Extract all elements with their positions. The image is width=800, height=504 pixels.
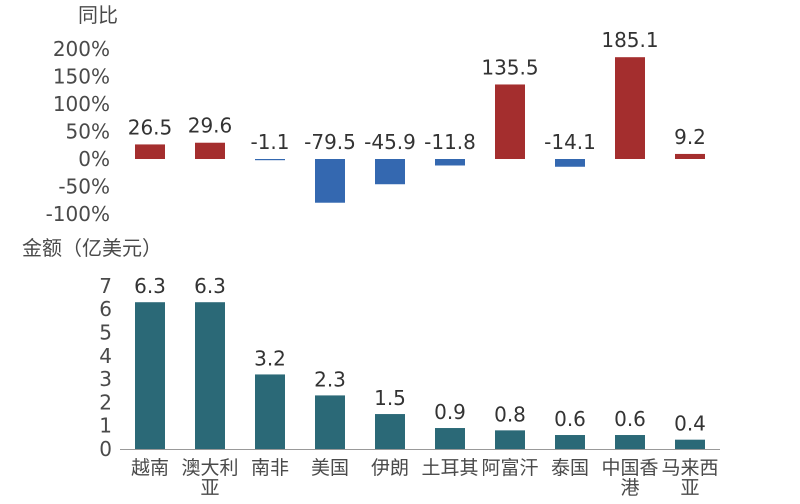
amount-bar bbox=[195, 302, 225, 449]
yoy-y-tick-label: -100% bbox=[46, 202, 110, 226]
amount-value-label: 0.9 bbox=[434, 400, 466, 424]
amount-value-label: 6.3 bbox=[194, 274, 226, 298]
yoy-bar bbox=[435, 159, 465, 166]
yoy-value-label: 9.2 bbox=[674, 125, 706, 149]
amount-bar bbox=[615, 435, 645, 449]
category-label: 伊朗 bbox=[371, 457, 409, 479]
category-label: 越南 bbox=[131, 457, 169, 479]
yoy-bar bbox=[315, 159, 345, 203]
amount-bar bbox=[555, 435, 585, 449]
amount-bar bbox=[315, 395, 345, 449]
yoy-bar bbox=[135, 144, 165, 159]
amount-value-label: 3.2 bbox=[254, 346, 286, 370]
yoy-value-labels: 26.5 29.6 -1.1 -79.5 -45.9 -11.8 135.5 -14.1 185… bbox=[128, 28, 706, 154]
amount-bar bbox=[255, 374, 285, 449]
category-label: 阿富汗 bbox=[481, 457, 538, 479]
yoy-bar bbox=[675, 153, 705, 159]
amount-y-tick-label: 7 bbox=[99, 274, 112, 298]
amount-y-tick-label: 0 bbox=[99, 437, 112, 461]
yoy-value-label: 29.6 bbox=[188, 114, 233, 138]
amount-bar bbox=[135, 302, 165, 449]
yoy-y-tick-label: 100% bbox=[53, 92, 110, 116]
yoy-y-tick-label: 150% bbox=[53, 65, 110, 89]
amount-value-label: 0.6 bbox=[554, 407, 586, 431]
amount-bar bbox=[375, 414, 405, 449]
category-label: 中国香 bbox=[601, 457, 658, 479]
yoy-bar bbox=[615, 57, 645, 159]
yoy-bar bbox=[255, 159, 285, 161]
category-label: 亚 bbox=[680, 477, 699, 499]
amount-y-tick-label: 3 bbox=[99, 367, 112, 391]
amount-bar bbox=[495, 430, 525, 449]
category-label: 美国 bbox=[311, 457, 349, 479]
category-label: 港 bbox=[620, 477, 639, 499]
yoy-value-label: -11.8 bbox=[424, 130, 476, 154]
category-label: 土耳其 bbox=[421, 457, 478, 479]
yoy-y-ticks: 200% 150% 100% 50% 0% -50% -100% bbox=[46, 37, 110, 226]
yoy-bar bbox=[195, 142, 225, 159]
category-label: 马来西 bbox=[661, 457, 718, 479]
amount-y-tick-label: 5 bbox=[99, 321, 112, 345]
yoy-bar bbox=[375, 159, 405, 185]
amount-y-tick-label: 1 bbox=[99, 414, 112, 438]
yoy-value-label: -1.1 bbox=[250, 130, 289, 154]
yoy-value-label: -45.9 bbox=[364, 130, 416, 154]
amount-value-label: 0.4 bbox=[674, 412, 706, 436]
amount-y-tick-label: 4 bbox=[99, 344, 112, 368]
amount-value-label: 1.5 bbox=[374, 386, 406, 410]
category-label: 亚 bbox=[200, 477, 219, 499]
yoy-bar bbox=[555, 159, 585, 167]
amount-axis-title: 金额（亿美元） bbox=[22, 236, 162, 260]
amount-bar bbox=[675, 439, 705, 449]
yoy-y-tick-label: 0% bbox=[78, 147, 110, 171]
yoy-value-label: 185.1 bbox=[601, 28, 658, 52]
amount-bar bbox=[435, 428, 465, 449]
yoy-value-label: -14.1 bbox=[544, 130, 596, 154]
yoy-value-label: 26.5 bbox=[128, 115, 173, 139]
yoy-y-tick-label: -50% bbox=[58, 175, 110, 199]
amount-value-label: 6.3 bbox=[134, 274, 166, 298]
amount-value-label: 2.3 bbox=[314, 367, 346, 391]
yoy-y-tick-label: 50% bbox=[66, 120, 110, 144]
amount-value-label: 0.6 bbox=[614, 407, 646, 431]
yoy-value-label: -79.5 bbox=[304, 130, 356, 154]
category-label: 澳大利 bbox=[181, 457, 238, 479]
amount-y-tick-label: 6 bbox=[99, 297, 112, 321]
amount-value-label: 0.8 bbox=[494, 402, 526, 426]
amount-value-labels: 6.3 6.3 3.2 2.3 1.5 0.9 0.8 0.6 0.6 0.4 bbox=[134, 274, 706, 435]
amount-bars bbox=[135, 302, 705, 449]
amount-y-tick-label: 2 bbox=[99, 390, 112, 414]
yoy-axis-title: 同比 bbox=[78, 3, 118, 27]
yoy-y-tick-label: 200% bbox=[53, 37, 110, 61]
yoy-bar bbox=[495, 84, 525, 159]
yoy-bars bbox=[135, 57, 705, 203]
category-label: 泰国 bbox=[551, 457, 589, 479]
category-label: 南非 bbox=[251, 457, 289, 479]
yoy-value-label: 135.5 bbox=[481, 55, 538, 79]
